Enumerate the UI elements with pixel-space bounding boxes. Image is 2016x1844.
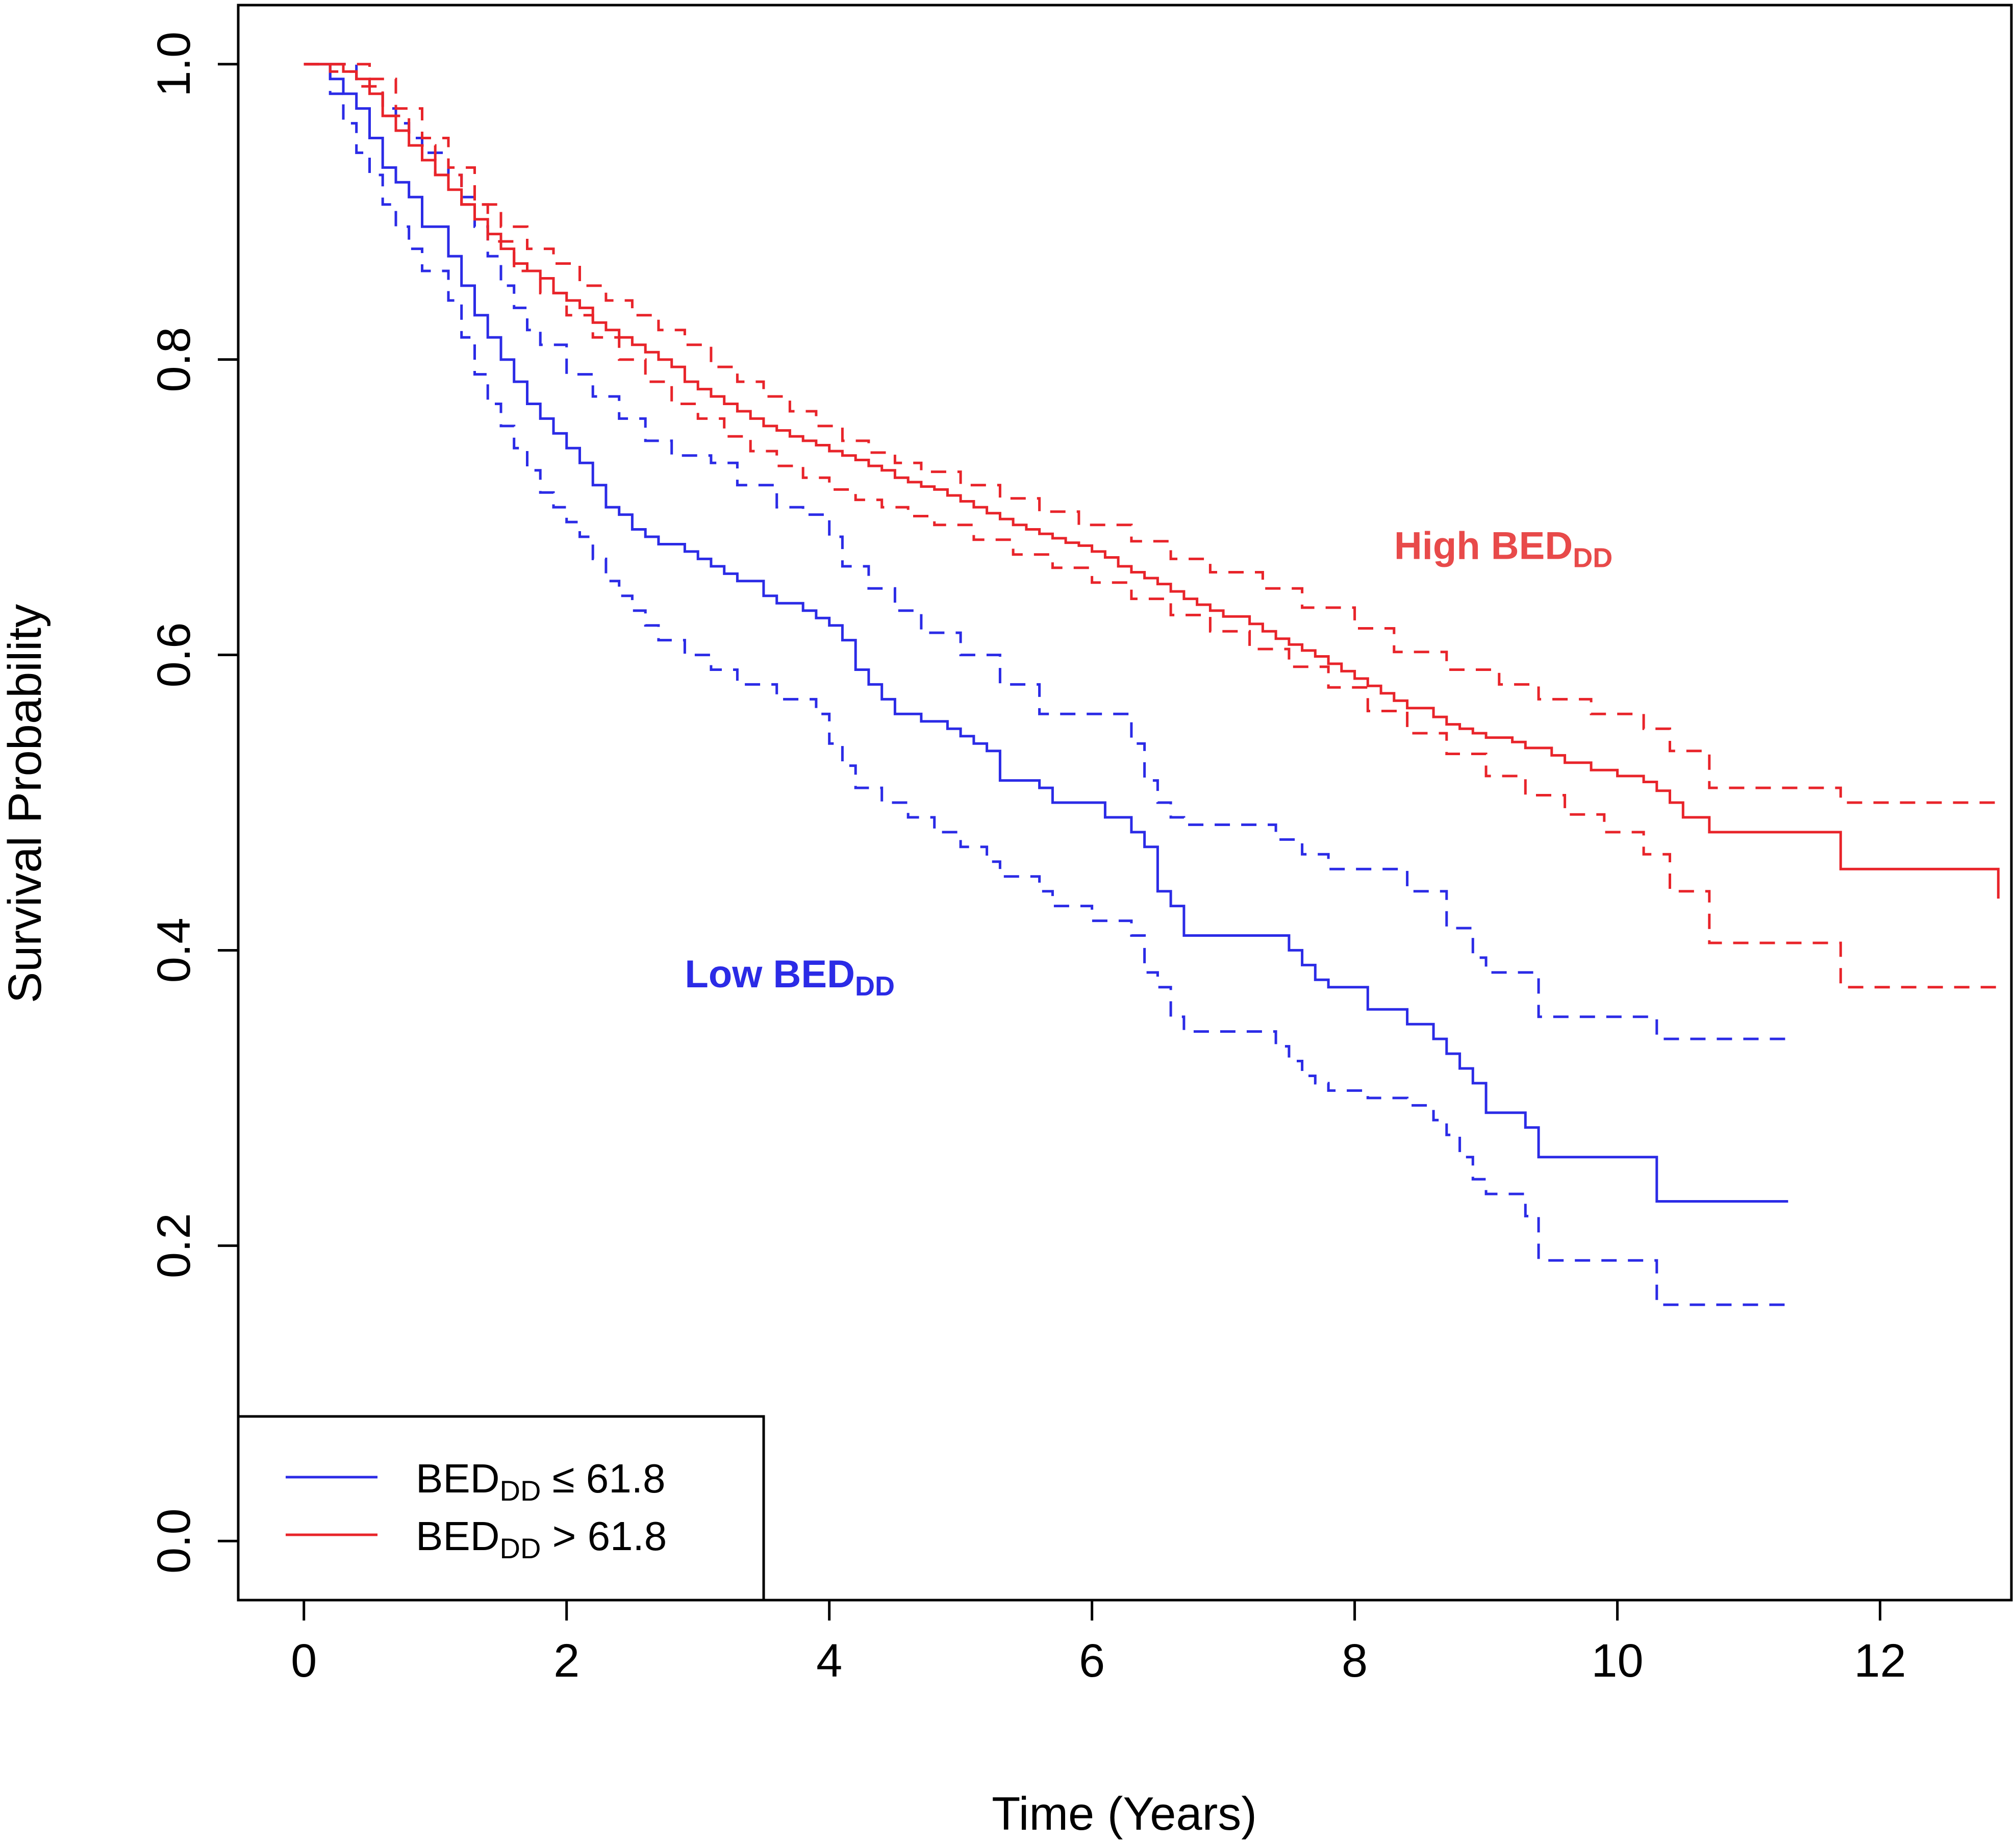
legend-box bbox=[237, 1415, 765, 1602]
annotation-high-sub: DD bbox=[1573, 542, 1612, 573]
legend-label-low-suffix: ≤ 61.8 bbox=[541, 1456, 665, 1501]
y-axis-title: Survival Probability bbox=[0, 604, 51, 1003]
annotation-high-base: High BED bbox=[1394, 524, 1573, 567]
annotation-low-sub: DD bbox=[855, 971, 895, 1002]
legend-label-high-base: BED bbox=[416, 1513, 500, 1559]
y-tick-label: 1.0 bbox=[148, 32, 200, 97]
legend-label-low-base: BED bbox=[416, 1456, 500, 1501]
series-line-low-estimate bbox=[304, 63, 1788, 1203]
x-tick-label: 2 bbox=[553, 1635, 579, 1687]
series-layer bbox=[304, 63, 2000, 1306]
legend-label-high: BEDDD > 61.8 bbox=[416, 1513, 667, 1564]
x-tick-label: 10 bbox=[1591, 1635, 1643, 1687]
x-tick-label: 4 bbox=[816, 1635, 842, 1687]
x-tick-label: 8 bbox=[1342, 1635, 1368, 1687]
y-tick-label: 0.0 bbox=[148, 1508, 200, 1574]
annotation-low-base: Low BED bbox=[685, 953, 855, 996]
series-line-high-estimate bbox=[304, 63, 2000, 899]
legend-label-low-sub: DD bbox=[500, 1475, 541, 1507]
x-tick-label: 6 bbox=[1079, 1635, 1105, 1687]
legend-label-low: BEDDD ≤ 61.8 bbox=[416, 1456, 665, 1507]
annotation-low-bed: Low BEDDD bbox=[685, 953, 895, 1002]
series-line-high-ci-4 bbox=[304, 63, 1999, 804]
y-tick-label: 0.8 bbox=[148, 327, 200, 392]
legend: BEDDD ≤ 61.8 BEDDD > 61.8 bbox=[237, 1415, 765, 1602]
y-tick-label: 0.2 bbox=[148, 1213, 200, 1278]
y-axis: 0.0 0.2 0.4 0.6 0.8 1.0 bbox=[148, 32, 240, 1574]
legend-label-high-suffix: > 61.8 bbox=[541, 1513, 667, 1559]
series-line-low-ci-2 bbox=[304, 63, 1788, 1306]
y-tick-label: 0.4 bbox=[148, 917, 200, 983]
y-tick-label: 0.6 bbox=[148, 622, 200, 688]
series-line-high-ci-5 bbox=[304, 63, 1999, 989]
x-axis-title: Time (Years) bbox=[992, 1788, 1257, 1840]
legend-label-high-sub: DD bbox=[500, 1532, 541, 1564]
annotation-high-bed: High BEDDD bbox=[1394, 524, 1612, 573]
x-tick-label: 12 bbox=[1854, 1635, 1906, 1687]
x-tick-label: 0 bbox=[291, 1635, 317, 1687]
